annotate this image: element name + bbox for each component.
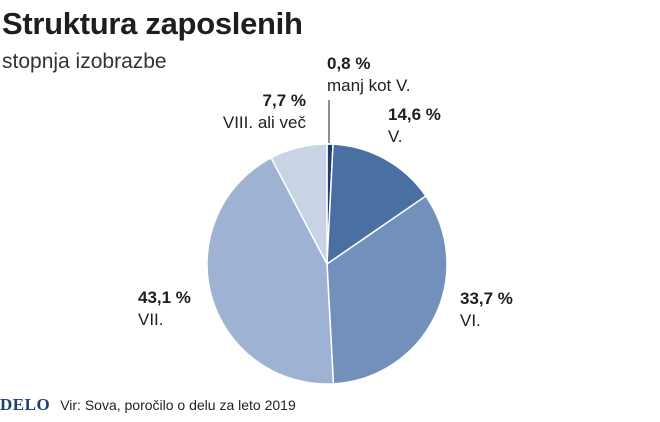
chart-title: Struktura zaposlenih: [2, 6, 303, 41]
slice-label-manj-kot-v: 0,8 % manj kot V.: [327, 53, 410, 97]
slice-value-vii: 43,1 %: [138, 288, 191, 307]
delo-logo: DELO: [0, 395, 51, 414]
slice-category-v: V.: [388, 127, 403, 146]
slice-category-vii: VII.: [138, 310, 164, 329]
pie-slice-v: [326, 143, 427, 266]
slice-category-vi: VI.: [460, 311, 481, 330]
slice-label-vii: 43,1 % VII.: [138, 287, 191, 331]
slice-value-vi: 33,7 %: [460, 289, 513, 308]
slice-category-viii-ali-vec: VIII. ali več: [222, 113, 306, 132]
pie-slice-vii: [206, 156, 335, 385]
pie-slice-vi: [326, 194, 448, 385]
slice-label-v: 14,6 % V.: [388, 104, 441, 148]
slice-value-viii-ali-vec: 7,7 %: [262, 91, 306, 110]
slice-category-manj-kot-v: manj kot V.: [327, 76, 411, 95]
source-note: Vir: Sova, poročilo o delu za leto 2019: [60, 397, 296, 413]
slice-label-vi: 33,7 % VI.: [460, 288, 513, 332]
chart-subtitle: stopnja izobrazbe: [2, 50, 167, 73]
slice-value-v: 14,6 %: [388, 105, 441, 124]
slice-value-manj-kot-v: 0,8 %: [327, 54, 371, 73]
slice-label-viii-ali-vec: 7,7 % VIII. ali več: [216, 90, 306, 134]
footer: DELO Vir: Sova, poročilo o delu za leto …: [0, 392, 296, 418]
pie-slice-viii-ali-ve: [270, 143, 328, 265]
